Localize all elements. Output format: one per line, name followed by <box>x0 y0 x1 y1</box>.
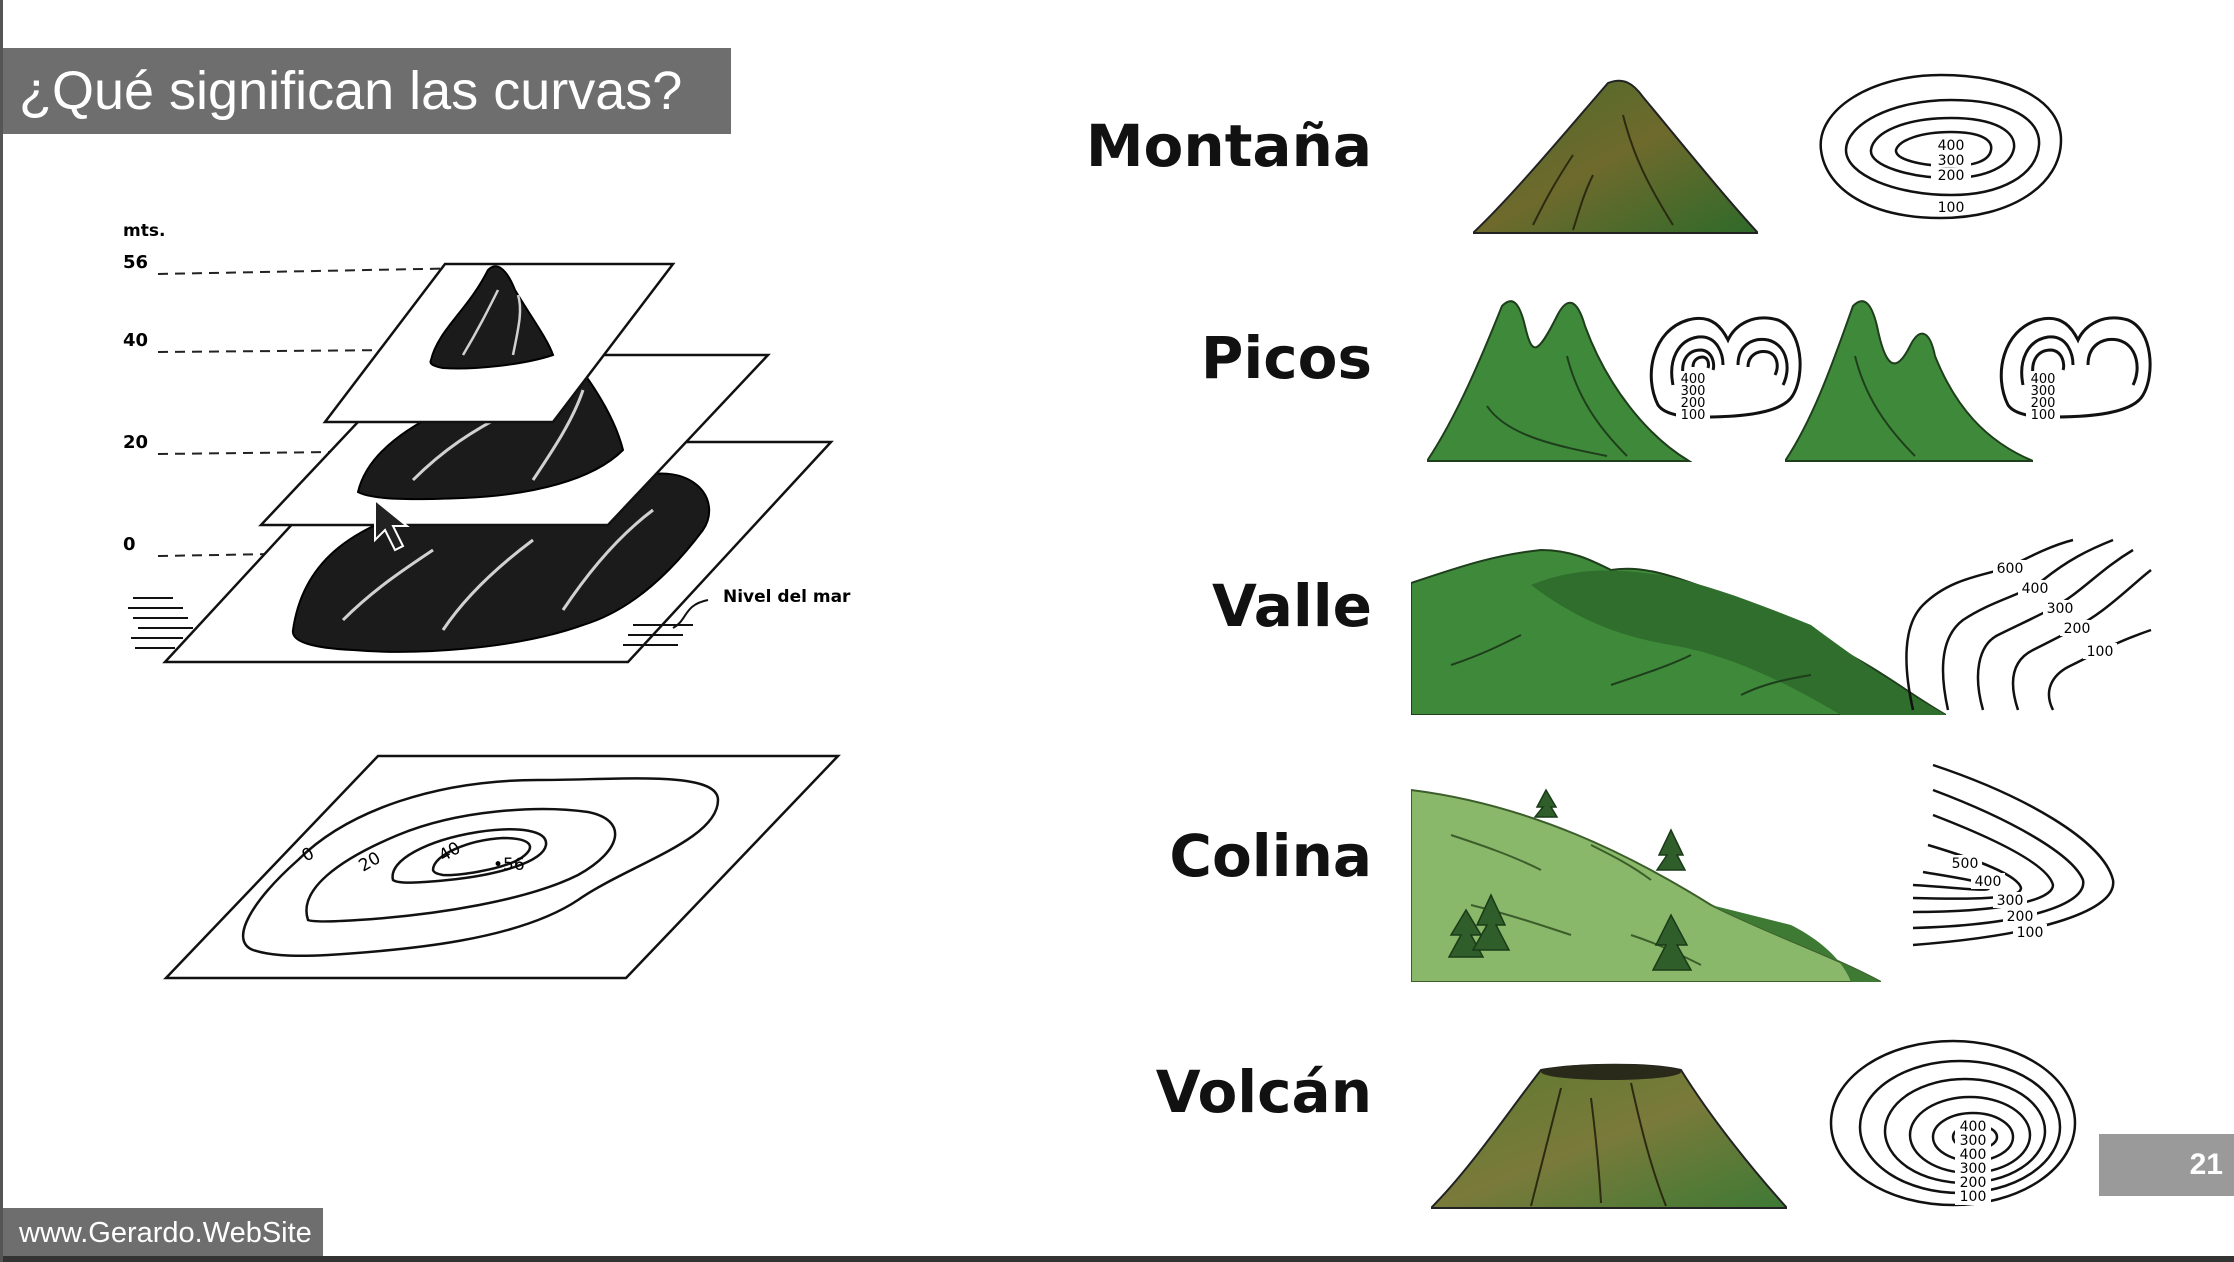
montana-contour-label-200: 200 <box>1938 168 1965 184</box>
landform-label-montana: Montaña <box>1085 112 1372 180</box>
colina-contour-label-400: 400 <box>1975 874 2002 890</box>
picos2-contour-label-200: 200 <box>2031 396 2056 411</box>
volcan-contour-label-400a: 400 <box>1960 1119 1987 1135</box>
level-label-40: 40 <box>123 330 148 351</box>
colina-contour-label-500: 500 <box>1952 856 1979 872</box>
volcan-contour-label-400b: 400 <box>1960 1147 1987 1163</box>
picos1-contour-label-300: 300 <box>1681 384 1706 399</box>
layered-mountain-diagram: mts. 56 40 20 0 <box>123 221 851 664</box>
volcano-contours: 400 300 400 300 200 100 <box>1829 1039 2077 1207</box>
mountain-top <box>429 265 555 370</box>
hill-illustration <box>1411 788 1881 982</box>
colina-contour-label-100: 100 <box>2017 925 2044 941</box>
unit-label: mts. <box>123 221 165 241</box>
picos2-contour-label-400: 400 <box>2031 372 2056 387</box>
contour-map-plane: 0 20 40 •56 <box>163 754 841 980</box>
peaks-illustration-1 <box>1427 300 1692 462</box>
picos1-contour-label-200: 200 <box>1681 396 1706 411</box>
colina-contour-label-200: 200 <box>2007 909 2034 925</box>
map-label-56: •56 <box>493 855 525 875</box>
valle-contour-label-400: 400 <box>2022 581 2049 597</box>
peaks-illustration-2 <box>1785 300 2033 462</box>
valley-contours: 600 400 300 200 100 <box>1905 538 2152 711</box>
picos2-contour-label-100: 100 <box>2031 408 2056 423</box>
mouse-cursor-icon <box>374 497 410 552</box>
volcan-contour-label-200: 200 <box>1960 1175 1987 1191</box>
level-guide-lines <box>157 267 474 557</box>
landform-label-picos: Picos <box>1200 324 1372 392</box>
mountain-contours: 400 300 200 100 <box>1819 73 2063 220</box>
level-label-56: 56 <box>123 252 148 273</box>
tree-icons <box>1447 788 1693 971</box>
picos1-contour-label-400: 400 <box>1681 372 1706 387</box>
volcano-illustration <box>1431 1063 1787 1209</box>
peaks-contours-1: 400 300 200 100 <box>1649 316 1802 423</box>
mountain-illustration <box>1473 79 1758 234</box>
level-label-0: 0 <box>123 534 136 555</box>
landform-label-valle: Valle <box>1212 572 1372 640</box>
volcan-contour-label-100: 100 <box>1960 1189 1987 1205</box>
landform-label-volcan: Volcán <box>1155 1058 1372 1126</box>
hill-contours: 500 400 300 200 100 <box>1912 763 2115 947</box>
valle-contour-label-600: 600 <box>1997 561 2024 577</box>
volcan-contour-label-300b: 300 <box>1960 1161 1987 1177</box>
slide-title: ¿Qué significan las curvas? <box>3 48 731 134</box>
valley-illustration <box>1411 545 1946 715</box>
picos2-contour-label-300: 300 <box>2031 384 2056 399</box>
landform-label-colina: Colina <box>1169 822 1372 890</box>
montana-contour-label-100: 100 <box>1938 200 1965 216</box>
valle-contour-label-300: 300 <box>2047 601 2074 617</box>
colina-contour-label-300: 300 <box>1997 893 2024 909</box>
page-number: 21 <box>2099 1134 2234 1196</box>
volcan-contour-label-300a: 300 <box>1960 1133 1987 1149</box>
picos1-contour-label-100: 100 <box>1681 408 1706 423</box>
sea-level-label: Nivel del mar <box>723 587 851 607</box>
montana-contour-label-400: 400 <box>1938 138 1965 154</box>
valle-contour-label-200: 200 <box>2064 621 2091 637</box>
montana-contour-label-300: 300 <box>1938 153 1965 169</box>
valle-contour-label-100: 100 <box>2087 644 2114 660</box>
bottom-rule <box>3 1256 2234 1262</box>
sea-hatch <box>128 597 693 649</box>
peaks-contours-2: 400 300 200 100 <box>1999 316 2152 423</box>
level-label-20: 20 <box>123 432 148 453</box>
footer-website: www.Gerardo.WebSite <box>3 1208 323 1258</box>
